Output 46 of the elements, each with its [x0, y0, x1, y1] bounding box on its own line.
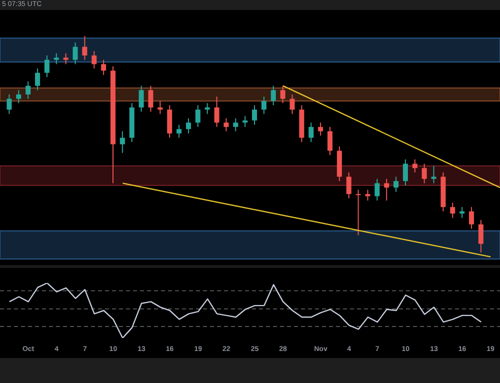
candlestick [186, 118, 191, 134]
candlestick [54, 52, 59, 65]
candlestick [101, 59, 106, 76]
candlestick [16, 90, 22, 104]
candlestick [280, 85, 286, 104]
candlestick [308, 122, 314, 143]
candlestick [261, 96, 266, 114]
candlestick [72, 42, 78, 65]
candlestick [365, 189, 370, 202]
candlestick [242, 116, 248, 128]
candlestick [224, 118, 229, 132]
candlestick [270, 85, 276, 106]
candlestick [176, 124, 182, 138]
candlestick [450, 202, 456, 218]
candlestick [422, 163, 427, 184]
candlestick [6, 94, 12, 114]
candlestick [356, 189, 361, 236]
candlestick [468, 206, 474, 230]
candlestick [82, 36, 88, 60]
candlestick [402, 158, 408, 186]
candlestick [120, 130, 125, 154]
candlestick [167, 104, 172, 138]
candlestick [26, 80, 31, 100]
candlestick [478, 220, 484, 254]
candlestick [374, 178, 380, 202]
candlestick [346, 172, 352, 199]
candlestick [195, 104, 200, 128]
candlestick [138, 85, 144, 112]
candlestick [327, 126, 332, 156]
candlestick [92, 50, 97, 69]
candlestick [252, 104, 257, 126]
candlestick [204, 102, 210, 114]
candlestick [63, 52, 68, 65]
candlestick [158, 100, 163, 114]
candlestick [460, 206, 465, 218]
candlestick [233, 118, 238, 132]
candlestick [384, 178, 390, 202]
candlestick [214, 96, 220, 128]
candlestick [44, 54, 50, 78]
candlestick [394, 176, 399, 192]
candlestick [148, 85, 154, 112]
candlestick [35, 68, 40, 91]
candlestick [431, 165, 436, 184]
candlestick [318, 122, 324, 136]
candlestick [290, 94, 295, 114]
candlestick [412, 158, 418, 173]
